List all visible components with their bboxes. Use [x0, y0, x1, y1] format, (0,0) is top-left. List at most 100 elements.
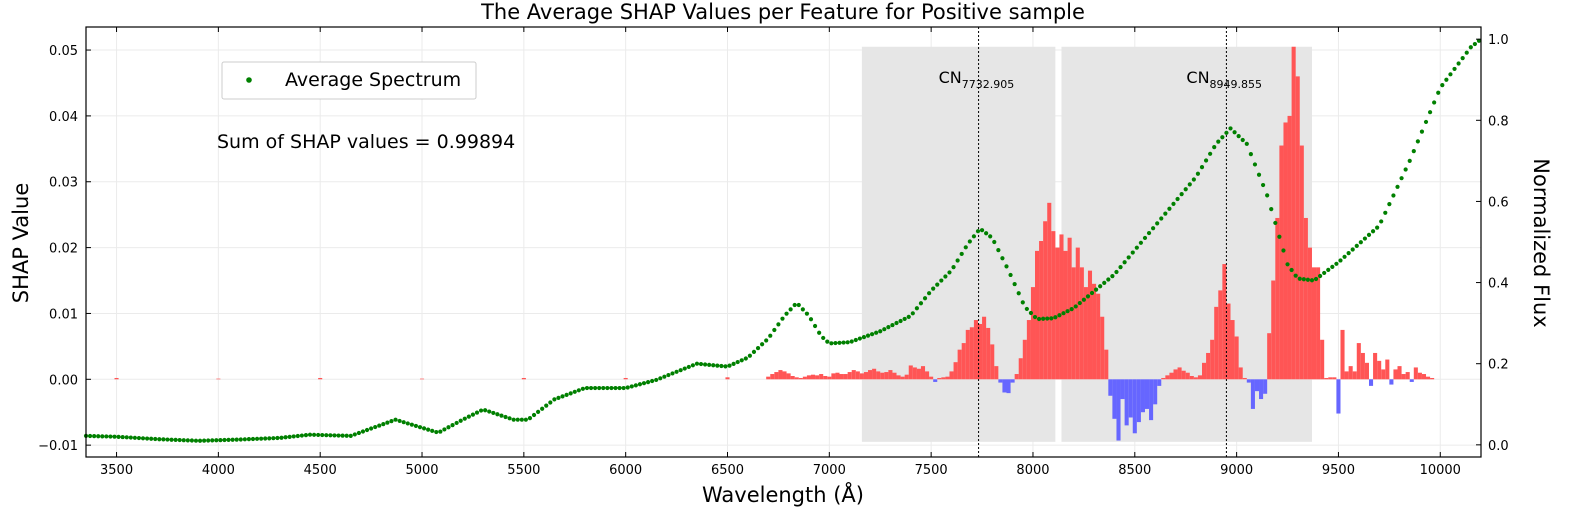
shap-bar-positive: [827, 376, 832, 380]
spectrum-point: [222, 437, 227, 443]
shap-bar-positive: [855, 371, 860, 380]
spectrum-point: [136, 435, 142, 441]
spectrum-point: [658, 376, 663, 381]
shap-bar-positive: [802, 376, 807, 380]
spectrum-point: [1472, 41, 1477, 47]
plot-frame: [85, 26, 1482, 458]
shap-bar-positive: [725, 377, 730, 380]
spectrum-point: [625, 385, 630, 390]
shap-bar-positive: [900, 376, 905, 380]
shap-bar-positive: [1030, 287, 1036, 380]
shap-bar-positive: [623, 377, 628, 380]
spectrum-point: [617, 385, 622, 391]
spectrum-point: [992, 239, 997, 245]
shap-bar-positive: [1226, 303, 1231, 380]
shap-bar-positive: [876, 371, 881, 380]
spectrum-point: [478, 408, 484, 413]
spectrum-point: [157, 437, 162, 442]
shap-bar-positive: [1100, 316, 1105, 380]
spectrum-point: [751, 349, 757, 354]
spectrum-point: [393, 417, 398, 422]
shap-bar-positive: [1234, 336, 1239, 380]
spectrum-point: [92, 434, 97, 439]
shap-bar-positive: [920, 366, 926, 380]
shap-bar-negative: [1140, 379, 1145, 413]
spectrum-point: [931, 286, 936, 291]
spectrum-point: [466, 414, 471, 419]
spectrum-point: [210, 438, 215, 443]
shap-bar-positive: [937, 377, 942, 380]
shap-bar-positive: [868, 370, 873, 380]
shap-bar-positive: [851, 370, 856, 380]
shap-bar-positive: [521, 377, 526, 380]
spectrum-point: [1098, 284, 1103, 289]
spectrum-point: [1415, 139, 1420, 144]
spectrum-point: [1285, 262, 1290, 267]
shap-bar-positive: [1039, 241, 1044, 380]
spectrum-point: [1130, 250, 1135, 255]
spectrum-point: [1236, 134, 1241, 139]
spectrum-point: [788, 307, 793, 312]
spectrum-point: [605, 385, 610, 391]
shap-bar-positive: [766, 376, 771, 380]
spectrum-point: [487, 409, 492, 414]
spectrum-point: [1094, 287, 1099, 292]
spectrum-point: [100, 434, 105, 439]
spectrum-point: [792, 302, 797, 308]
y2-tick-label: 0.6: [1488, 195, 1509, 210]
spectrum-point: [1265, 193, 1270, 198]
spectrum-point: [352, 432, 357, 437]
spectrum-point: [735, 359, 740, 365]
spectrum-point: [1346, 251, 1351, 256]
shap-bar-positive: [892, 372, 897, 380]
shap-bar-negative: [1108, 379, 1113, 396]
spectrum-point: [246, 437, 252, 442]
spectrum-point: [580, 386, 586, 391]
spectrum-point: [1318, 273, 1323, 279]
shap-bar-positive: [973, 320, 978, 380]
spectrum-point: [108, 434, 113, 439]
spectrum-point: [87, 433, 93, 439]
spectrum-point: [1326, 267, 1331, 272]
shap-bar-positive: [1421, 374, 1427, 380]
shap-bar-positive: [1218, 290, 1223, 380]
spectrum-point: [1464, 50, 1469, 55]
spectrum-point: [764, 338, 769, 343]
y-tick-label: 0.04: [49, 110, 78, 125]
spectrum-point: [804, 311, 810, 316]
shap-bar-positive: [957, 349, 962, 380]
shap-bar-positive: [1348, 366, 1353, 380]
spectrum-point: [250, 436, 256, 442]
spectrum-point: [519, 417, 524, 422]
spectrum-point: [140, 436, 146, 441]
spectrum-point: [979, 228, 985, 233]
shap-bar-positive: [912, 367, 917, 380]
x-tick-label: 4500: [304, 463, 337, 478]
spectrum-point: [169, 437, 174, 442]
y-tick-label: 0.00: [49, 373, 78, 388]
shap-bar-negative: [1124, 379, 1129, 426]
spectrum-point: [959, 251, 964, 257]
shap-bar-positive: [916, 368, 921, 380]
x-tick-label: 4000: [202, 463, 235, 478]
spectrum-point: [1338, 258, 1343, 263]
x-tick-label: 3500: [100, 463, 133, 478]
shap-bar-positive: [1161, 377, 1166, 380]
spectrum-point: [1122, 260, 1127, 265]
spectrum-point: [1036, 316, 1042, 322]
spectrum-point: [1089, 290, 1095, 296]
spectrum-point: [898, 318, 903, 324]
spectrum-point: [226, 437, 231, 442]
spectrum-point: [568, 391, 573, 396]
spectrum-point: [853, 337, 858, 343]
spectrum-point: [144, 436, 150, 441]
spectrum-point: [324, 433, 329, 438]
spectrum-point: [438, 429, 443, 434]
shap-bar-positive: [839, 374, 844, 380]
shap-bar-positive: [774, 372, 779, 380]
spectrum-point: [556, 395, 561, 400]
spectrum-point: [1423, 119, 1429, 125]
shap-bar-positive: [815, 375, 820, 380]
shap-bar-negative: [1263, 379, 1268, 394]
spectrum-point: [780, 316, 785, 321]
